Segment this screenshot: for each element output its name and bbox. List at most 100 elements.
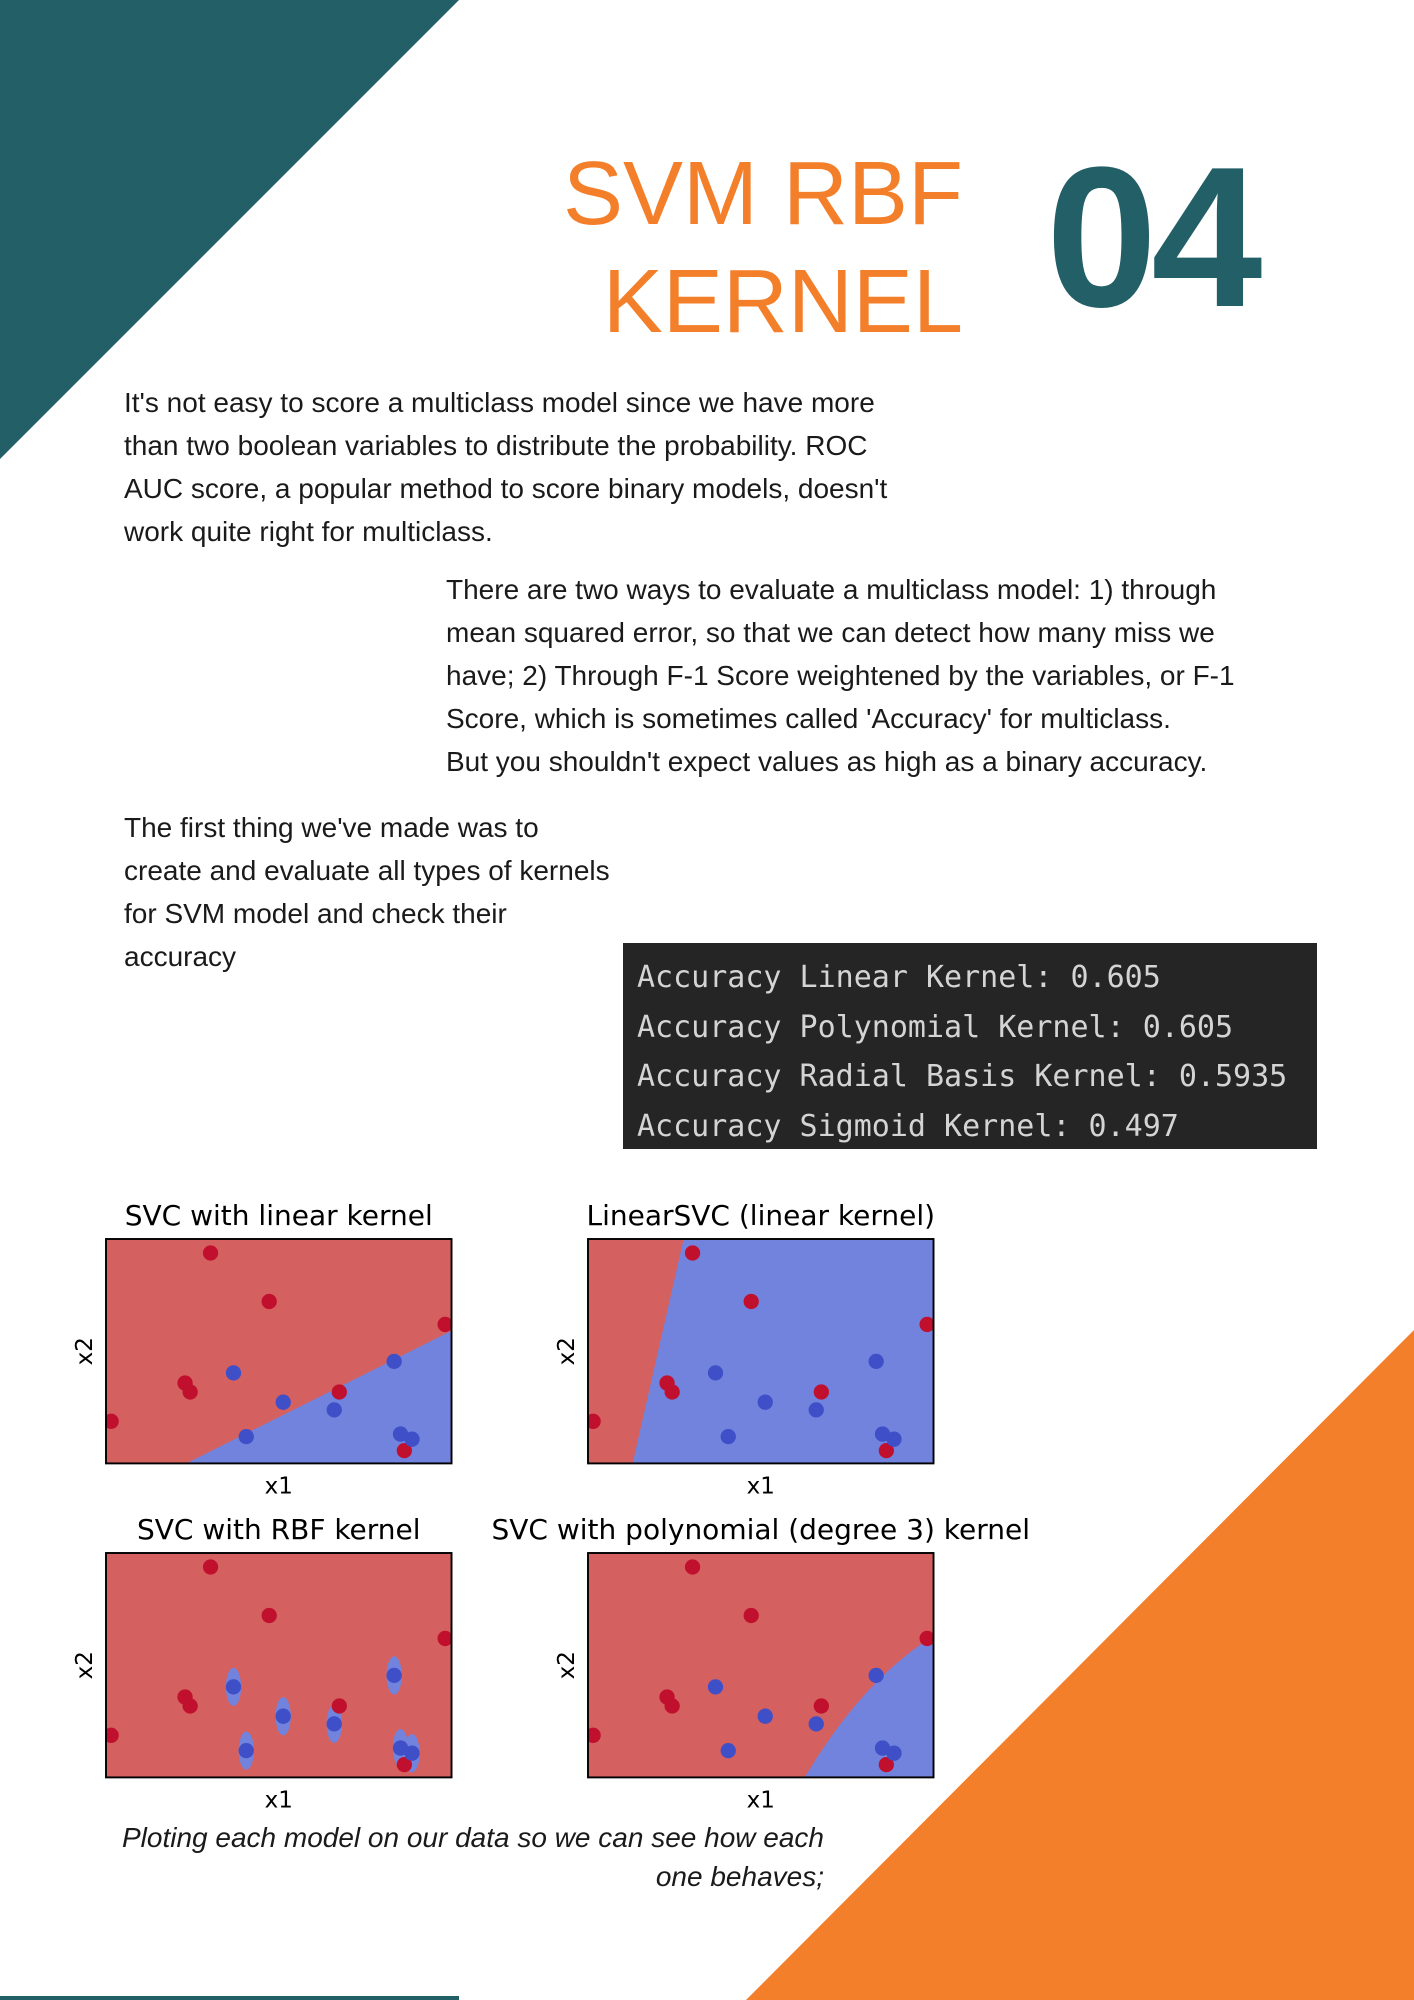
- point: [684, 1245, 701, 1261]
- point: [331, 1698, 347, 1714]
- orange-triangle: [746, 1330, 1414, 2000]
- point: [813, 1384, 829, 1400]
- plot-title: SVC with polynomial (degree 3) kernel: [492, 1513, 1031, 1546]
- point: [238, 1428, 254, 1445]
- point: [878, 1757, 894, 1773]
- decision-region: [804, 1635, 934, 1778]
- point: [588, 1727, 601, 1743]
- point: [664, 1698, 680, 1714]
- plot-area: [105, 1552, 453, 1779]
- paragraph-line: Score, which is sometimes called 'Accura…: [446, 703, 1171, 734]
- point: [386, 1353, 402, 1370]
- paragraph-line: But you shouldn't expect values as high …: [446, 746, 1208, 777]
- code-line: Accuracy Sigmoid Kernel: 0.497: [637, 1108, 1179, 1144]
- paragraph-line: mean squared error, so that we can detec…: [446, 617, 1215, 648]
- point: [106, 1413, 119, 1429]
- y-axis-label: x2: [72, 1651, 98, 1679]
- paragraph: It's not easy to score a multiclass mode…: [124, 381, 887, 553]
- plot-area: [587, 1552, 935, 1779]
- title: SVM RBF KERNEL: [563, 140, 963, 356]
- paragraph-line: AUC score, a popular method to score bin…: [124, 473, 888, 504]
- point: [720, 1428, 736, 1445]
- point: [707, 1365, 724, 1381]
- point: [225, 1365, 242, 1381]
- point: [386, 1667, 402, 1684]
- paragraph-line: It's not easy to score a multiclass mode…: [124, 387, 875, 418]
- teal-bar: [0, 1996, 459, 2000]
- plot-frame: [105, 1238, 453, 1465]
- point: [182, 1698, 198, 1714]
- code-line: Accuracy Radial Basis Kernel: 0.5935: [637, 1059, 1288, 1094]
- paragraph-line: create and evaluate all types of kernels: [124, 855, 610, 886]
- point: [743, 1293, 759, 1310]
- point: [182, 1384, 198, 1400]
- teal-triangle: [0, 0, 459, 459]
- point: [326, 1402, 342, 1418]
- plot-area: [105, 1238, 453, 1465]
- point: [808, 1716, 824, 1732]
- point: [396, 1443, 412, 1459]
- point: [261, 1607, 277, 1624]
- figure-caption: Ploting each model on our data so we can…: [121, 1822, 824, 1892]
- point: [202, 1245, 219, 1261]
- plot-inner: [588, 1553, 934, 1778]
- plot-title: LinearSVC (linear kernel): [586, 1199, 935, 1232]
- point: [275, 1394, 291, 1410]
- point: [868, 1353, 884, 1370]
- point: [720, 1742, 736, 1759]
- point: [808, 1402, 824, 1418]
- plot-inner: [106, 1553, 452, 1778]
- plot-title: SVC with RBF kernel: [137, 1513, 421, 1546]
- plot-frame: [587, 1238, 935, 1465]
- plot-inner: [588, 1239, 934, 1464]
- point: [878, 1443, 894, 1459]
- point: [664, 1384, 680, 1400]
- point: [392, 1740, 409, 1756]
- paragraph: The first thing we've made was to create …: [124, 806, 610, 978]
- x-axis-label: x1: [265, 1787, 293, 1813]
- point: [331, 1384, 347, 1400]
- point: [106, 1727, 119, 1743]
- point: [919, 1630, 934, 1647]
- code-line: Accuracy Linear Kernel: 0.605: [637, 960, 1161, 995]
- point: [588, 1413, 601, 1429]
- section-number: 04: [1046, 126, 1262, 349]
- code-line: Accuracy Polynomial Kernel: 0.605: [637, 1009, 1234, 1045]
- point: [919, 1316, 934, 1333]
- paragraph-line: for SVM model and check their: [124, 898, 507, 929]
- plot-inner: [106, 1239, 452, 1464]
- point: [261, 1293, 277, 1310]
- point: [684, 1559, 701, 1575]
- plot-frame: [587, 1552, 935, 1779]
- point: [757, 1394, 773, 1410]
- point: [326, 1716, 342, 1732]
- code-output: Accuracy Linear Kernel: 0.605 Accuracy Po…: [623, 943, 1317, 1149]
- point: [404, 1431, 420, 1447]
- paragraph-line: accuracy: [124, 941, 237, 972]
- point: [396, 1757, 412, 1773]
- point: [707, 1679, 724, 1695]
- point: [874, 1426, 891, 1442]
- point: [404, 1745, 420, 1761]
- x-axis-label: x1: [747, 1473, 775, 1499]
- y-axis-label: x2: [554, 1651, 580, 1679]
- point: [868, 1667, 884, 1684]
- paragraph-line: have; 2) Through F-1 Score weightened by…: [446, 660, 1235, 691]
- point: [225, 1679, 242, 1695]
- y-axis-label: x2: [554, 1337, 580, 1365]
- point: [743, 1607, 759, 1624]
- title-line: SVM RBF: [562, 144, 963, 244]
- point: [813, 1698, 829, 1714]
- paragraph: There are two ways to evaluate a multicl…: [446, 568, 1235, 783]
- plot-frame: [105, 1552, 453, 1779]
- point: [202, 1559, 219, 1575]
- paragraph-line: The first thing we've made was to: [124, 812, 539, 843]
- point: [437, 1316, 452, 1333]
- plot-area: [587, 1238, 935, 1465]
- paragraph-line: than two boolean variables to distribute…: [124, 430, 868, 461]
- plot-title: SVC with linear kernel: [125, 1199, 433, 1232]
- point: [238, 1742, 254, 1759]
- title-line: KERNEL: [602, 252, 963, 352]
